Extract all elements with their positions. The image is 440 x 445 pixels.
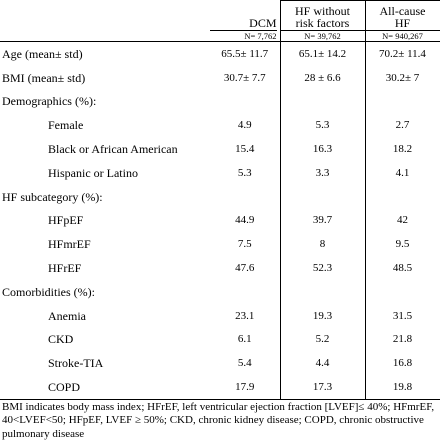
row-label: HFrEF [48,261,82,276]
row-label: HFmrEF [48,237,91,252]
empty-cell [279,279,365,304]
empty-cell [364,89,440,114]
cell-value: 47.6 [235,262,255,275]
row-label: Black or African American [48,142,178,157]
cell-value: 16.8 [364,351,440,376]
cell-value: 18.2 [364,137,440,161]
empty-cell [279,184,365,209]
cell-value: 19.3 [279,303,365,328]
empty-cell [279,89,365,114]
row-label: Hispanic or Latino [48,165,138,180]
section-heading: HF subcategory (%): [2,189,103,204]
cell-value: 42 [364,208,440,233]
cell-value: 52.3 [279,256,365,280]
table-row: Age (mean± std) 65.5± 11.7 65.1± 14.2 70.2±… [0,41,440,66]
column-title: All-cause HF [379,4,426,30]
cell-value: 30.2± 7 [364,65,440,90]
empty-cell [364,279,440,304]
cell-value: 3.3 [279,160,365,185]
cell-value: 7.5 [237,238,252,251]
empty-cell [210,185,280,209]
cell-value: 28 ± 6.6 [279,65,365,90]
table-row: Black or African American 15.4 16.3 18.2 [0,137,440,161]
cell-value: 8 [279,232,365,257]
table-row: COPD 17.9 17.3 19.8 [0,375,440,400]
section-heading: Demographics (%): [2,94,97,109]
table-row: Anemia 23.1 19.3 31.5 [0,303,440,328]
cell-value: 9.5 [364,232,440,257]
cell-value: 4.9 [237,119,252,132]
table-row: HFpEF 44.9 39.7 42 [0,208,440,233]
column-count: N= 940,267 [365,30,440,41]
column-header: All-cause HF N= 940,267 [364,0,440,42]
cell-value: 17.9 [210,375,280,400]
cell-value: 15.4 [235,143,255,156]
section-row: Demographics (%): [0,89,440,114]
cell-value: 70.2± 11.4 [364,41,440,66]
cell-value: 65.5± 11.7 [221,47,269,60]
empty-cell [210,90,280,114]
cell-value: 48.5 [364,256,440,280]
column-header: DCM N= 7,762 [210,0,280,42]
header-row: DCM N= 7,762 HF without risk factors N= 39,… [0,0,440,42]
column-title: HF without risk factors [294,4,350,30]
column-header: HF without risk factors N= 39,762 [279,0,365,42]
table-row: Stroke-TIA 5.4 4.4 16.8 [0,351,440,376]
row-label: Anemia [48,308,86,323]
empty-cell [364,184,440,209]
row-label: Stroke-TIA [48,356,104,371]
table-row: HFrEF 47.6 52.3 48.5 [0,256,440,280]
cell-value: 2.7 [364,113,440,138]
cell-value: 30.7± 7.7 [223,71,266,84]
cell-value: 17.3 [279,375,365,400]
cell-value: 6.1 [237,333,252,346]
cell-value: 23.1 [235,309,255,322]
table-row: HFmrEF 7.5 8 9.5 [0,232,440,257]
cell-value: 5.3 [237,166,252,179]
cell-value: 44.9 [235,214,255,227]
cell-value: 5.4 [237,357,252,370]
table-row: Hispanic or Latino 5.3 3.3 4.1 [0,160,440,185]
column-count: N= 39,762 [280,30,365,41]
cell-value: 4.4 [279,351,365,376]
section-heading: Comorbidities (%): [2,284,95,299]
footnote: BMI indicates body mass index; HFrEF, le… [2,400,435,440]
row-label: COPD [0,375,210,400]
empty-cell [210,280,280,304]
corner-cell [0,0,210,42]
row-label: BMI (mean± std) [2,70,86,85]
column-title: DCM [249,16,277,30]
column-count: N= 7,762 [210,30,277,41]
cell-value: 5.2 [279,327,365,352]
cell-value: 19.8 [364,375,440,400]
row-label: HFpEF [48,213,84,228]
cell-value: 21.8 [364,327,440,352]
cell-value: 31.5 [364,303,440,328]
row-label: Female [48,118,84,133]
cell-value: 65.1± 14.2 [279,41,365,66]
cell-value: 16.3 [279,137,365,161]
cell-value: 5.3 [279,113,365,138]
cell-value: 4.1 [364,160,440,185]
section-row: HF subcategory (%): [0,184,440,209]
section-row: Comorbidities (%): [0,279,440,304]
row-label: CKD [48,332,74,347]
table-row: CKD 6.1 5.2 21.8 [0,327,440,352]
table-row: Female 4.9 5.3 2.7 [0,113,440,138]
row-label: Age (mean± std) [2,46,83,61]
cell-value: 39.7 [279,208,365,233]
table-row: BMI (mean± std) 30.7± 7.7 28 ± 6.6 30.2± 7 [0,65,440,90]
data-table: DCM N= 7,762 HF without risk factors N= 39,… [0,0,440,400]
